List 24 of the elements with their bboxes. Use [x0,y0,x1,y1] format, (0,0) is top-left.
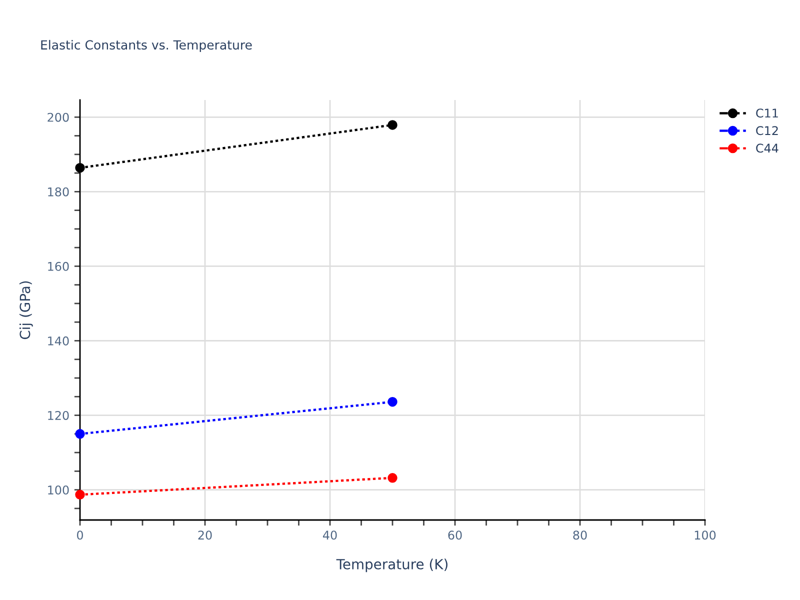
x-tick-label: 40 [322,530,337,540]
y-tick-label: 100 [48,485,69,495]
point [388,397,398,407]
x-tick-label: 100 [694,530,716,540]
x-tick-label: 60 [448,530,462,540]
legend-label: C12 [756,126,778,136]
chart-title: Elastic Constants vs. Temperature [41,40,252,52]
point [75,429,85,439]
y-tick-label: 120 [48,410,69,420]
legend-label: C44 [756,144,778,153]
y-tick-label: 140 [48,336,69,346]
point [75,490,85,500]
legend-label: C11 [756,108,778,118]
x-axis-title: Temperature (K) [336,558,448,572]
point [388,120,398,130]
point [388,473,398,483]
y-axis-title: Cij (GPa) [19,281,33,340]
x-tick-label: 20 [198,530,212,540]
y-tick-label: 160 [48,262,69,271]
point [75,162,85,173]
x-tick-label: 80 [573,530,587,540]
x-tick-label: 0 [76,530,84,540]
y-tick-label: 200 [48,112,69,122]
y-tick-label: 180 [48,187,69,196]
